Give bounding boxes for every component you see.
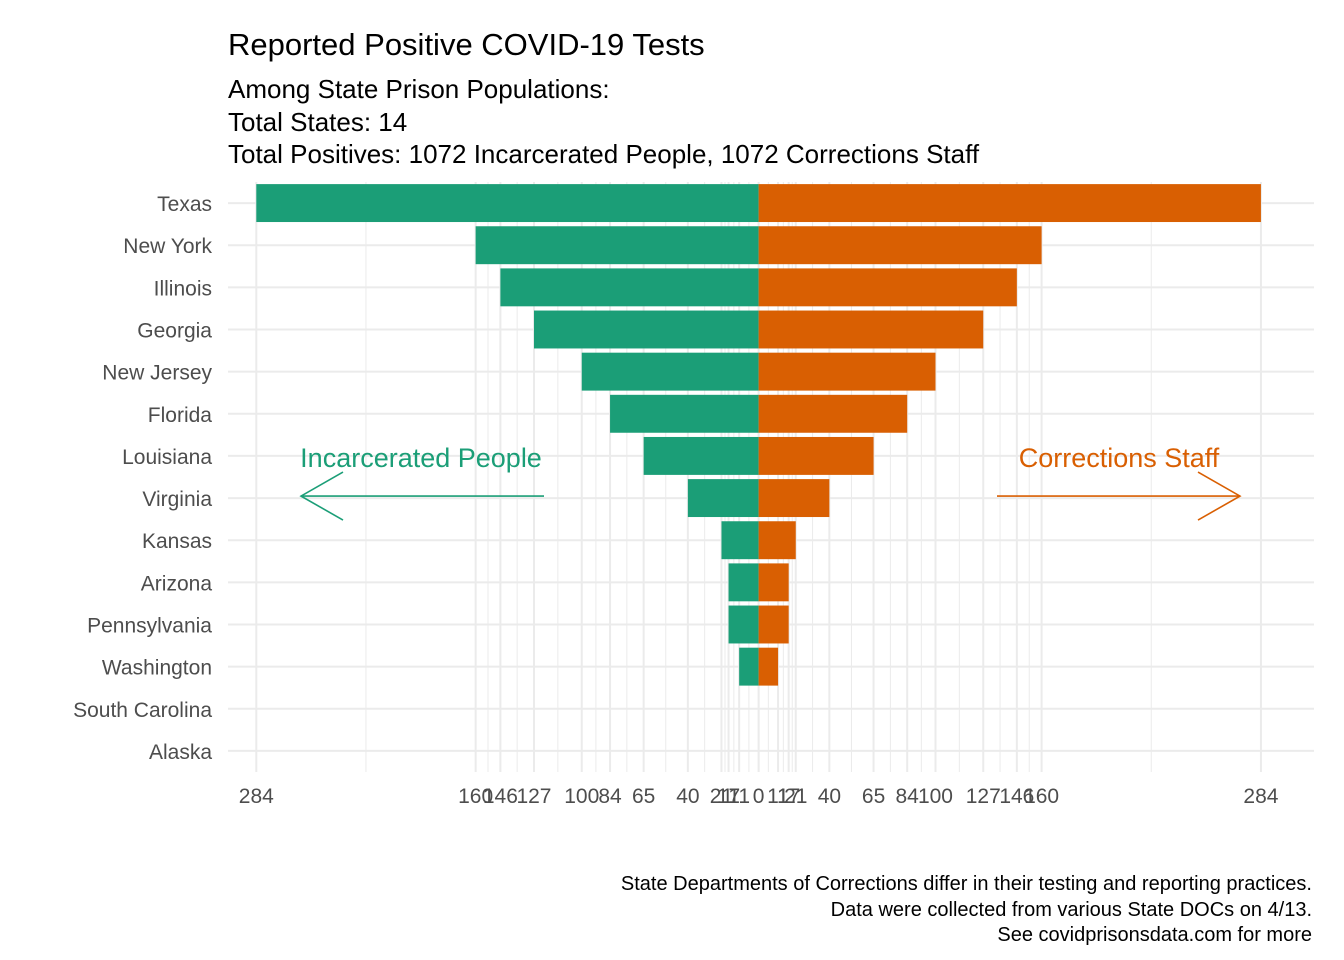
bar-incarcerated-louisiana xyxy=(643,436,759,475)
y-axis-label: Louisiana xyxy=(122,446,212,469)
x-axis-tick-label: 0 xyxy=(753,785,765,808)
bar-staff-kansas xyxy=(758,521,796,560)
x-axis-tick-label: 127 xyxy=(516,785,551,808)
x-axis-tick-label: 11 xyxy=(767,785,789,808)
x-axis-tick-label: 284 xyxy=(1243,785,1278,808)
x-axis-tick-label: 84 xyxy=(598,785,622,808)
bar-staff-virginia xyxy=(758,479,830,518)
arrow-right-icon xyxy=(997,471,1242,521)
bar-incarcerated-virginia xyxy=(687,479,759,518)
bar-staff-louisiana xyxy=(758,436,874,475)
y-axis-label: Georgia xyxy=(137,320,212,343)
bar-incarcerated-kansas xyxy=(721,521,759,560)
bar-incarcerated-pennsylvania xyxy=(728,605,759,644)
x-axis-tick-label: 100 xyxy=(918,785,953,808)
y-axis-labels: Texas New York Illinois Georgia New Jersey Fl… xyxy=(73,193,212,764)
bar-staff-pennsylvania xyxy=(758,605,789,644)
y-axis-label: Texas xyxy=(157,193,212,216)
bar-staff-new-jersey xyxy=(758,352,936,391)
y-axis-label: Kansas xyxy=(142,530,212,553)
x-axis-tick-label: 146 xyxy=(483,785,518,808)
x-axis-tick-label: 100 xyxy=(564,785,599,808)
annotation-incarcerated-label: Incarcerated People xyxy=(300,443,542,473)
x-axis-tick-label: 160 xyxy=(458,785,493,808)
y-axis-label: Pennsylvania xyxy=(87,615,212,638)
x-axis-tick-label: 127 xyxy=(966,785,1001,808)
annotations: Incarcerated People Corrections Staff xyxy=(299,443,1242,521)
caption-line-2: Data were collected from various State D… xyxy=(831,899,1312,921)
bar-incarcerated-florida xyxy=(610,394,759,433)
bar-staff-florida xyxy=(758,394,908,433)
x-axis-tick-label: 40 xyxy=(676,785,699,808)
bar-incarcerated-arizona xyxy=(728,563,759,602)
x-axis-tick-label: 65 xyxy=(632,785,655,808)
x-axis-tick-label: 21 xyxy=(784,785,807,808)
x-axis-tick-label: 40 xyxy=(818,785,841,808)
bar-incarcerated-texas xyxy=(256,184,759,223)
bar-incarcerated-georgia xyxy=(533,310,759,349)
x-axis-tick-label: 160 xyxy=(1024,785,1059,808)
caption-line-3: See covidprisonsdata.com for more xyxy=(997,924,1312,946)
bar-staff-texas xyxy=(758,184,1261,223)
arrow-left-icon xyxy=(299,471,544,521)
annotation-staff-label: Corrections Staff xyxy=(1019,443,1220,473)
bar-staff-illinois xyxy=(758,268,1017,307)
bar-staff-new-york xyxy=(758,226,1042,265)
x-axis-tick-label: 284 xyxy=(239,785,274,808)
x-axis-tick-label: 65 xyxy=(862,785,885,808)
bar-incarcerated-new-jersey xyxy=(581,352,759,391)
bar-staff-georgia xyxy=(758,310,984,349)
y-axis-label: Florida xyxy=(148,404,213,427)
bar-staff-washington xyxy=(758,647,779,686)
bar-incarcerated-new-york xyxy=(475,226,759,265)
y-axis-label: South Carolina xyxy=(73,699,212,722)
y-axis-label: Washington xyxy=(102,657,212,680)
y-axis-label: Alaska xyxy=(149,741,212,764)
bar-incarcerated-washington xyxy=(739,647,759,686)
x-axis-tick-label: 146 xyxy=(999,785,1034,808)
chart-subtitle-line-1: Among State Prison Populations: xyxy=(228,74,610,104)
chart-title: Reported Positive COVID-19 Tests xyxy=(228,27,705,62)
y-axis-label: Illinois xyxy=(154,277,212,300)
y-axis-label: New York xyxy=(123,235,212,258)
y-axis-label: New Jersey xyxy=(102,362,212,385)
x-axis-tick-label: 17 xyxy=(717,785,740,808)
chart-subtitle-line-2: Total States: 14 xyxy=(228,107,407,137)
y-axis-label: Arizona xyxy=(141,572,213,595)
x-axis-tick-label: 84 xyxy=(896,785,920,808)
bar-staff-arizona xyxy=(758,563,789,602)
y-axis-label: Virginia xyxy=(142,488,212,511)
x-axis-tick-label: 11 xyxy=(728,785,750,808)
x-axis-tick-label: 17 xyxy=(777,785,800,808)
x-axis-tick-label: 21 xyxy=(710,785,733,808)
chart-subtitle-line-3: Total Positives: 1072 Incarcerated Peopl… xyxy=(228,139,980,169)
bars xyxy=(256,184,1261,686)
bar-incarcerated-illinois xyxy=(500,268,759,307)
caption-line-1: State Departments of Corrections differ … xyxy=(621,873,1312,895)
